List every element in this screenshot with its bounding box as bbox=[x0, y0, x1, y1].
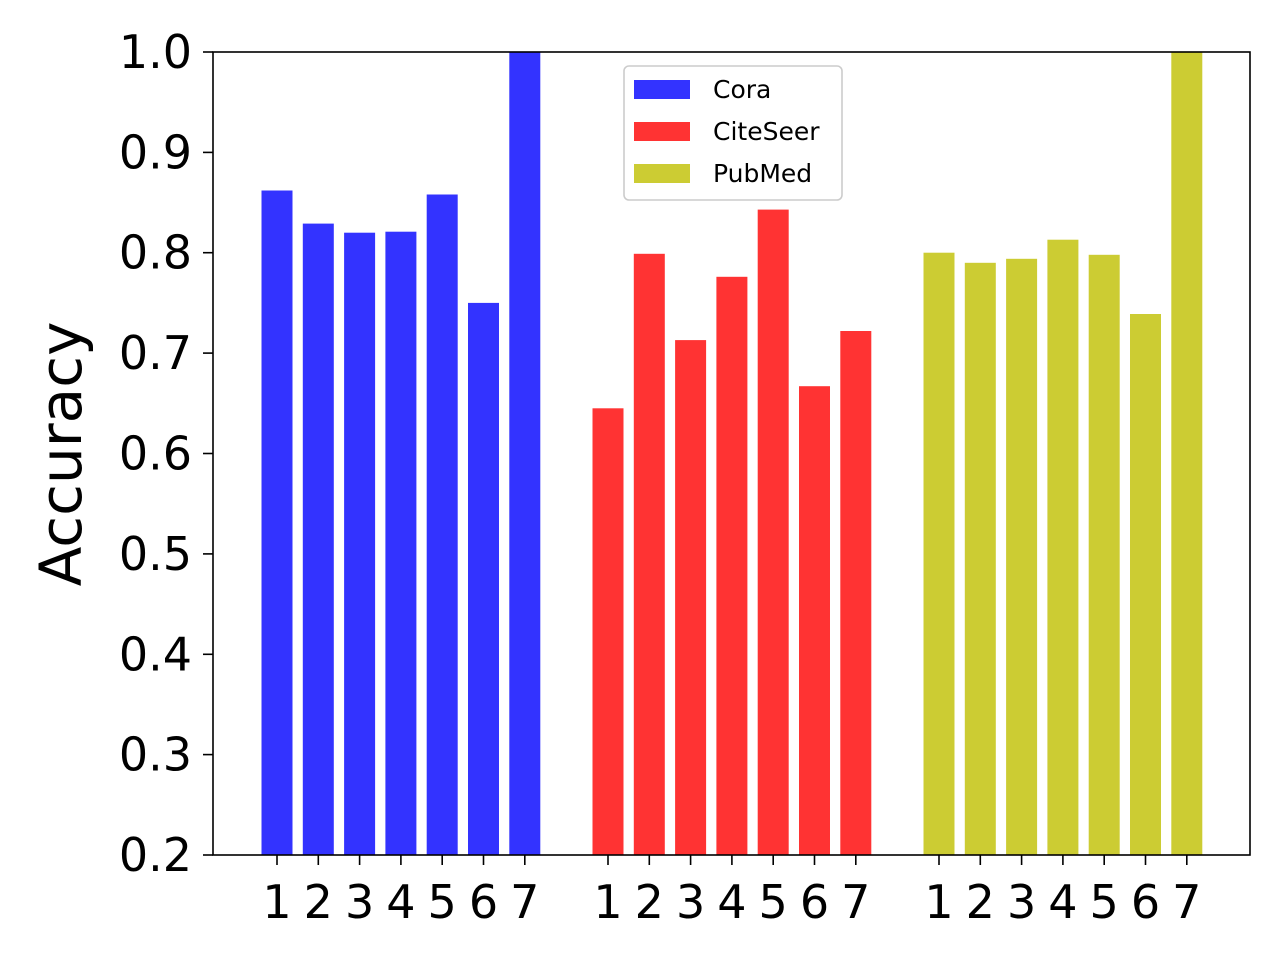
bar-citeseer-3 bbox=[675, 340, 707, 856]
bar-cora-1 bbox=[261, 190, 293, 855]
legend-label-cora: Cora bbox=[713, 75, 771, 104]
bar-cora-7 bbox=[509, 52, 541, 855]
x-tick-label: 6 bbox=[469, 875, 498, 929]
legend-swatch-citeseer bbox=[634, 122, 690, 141]
bar-cora-2 bbox=[302, 223, 334, 856]
x-tick-label: 1 bbox=[262, 875, 291, 929]
bar-pubmed-5 bbox=[1088, 254, 1120, 856]
bar-pubmed-3 bbox=[1006, 258, 1038, 855]
x-tick-label: 2 bbox=[635, 875, 664, 929]
bar-citeseer-7 bbox=[840, 331, 872, 855]
legend-label-pubmed: PubMed bbox=[713, 159, 812, 188]
y-tick-label: 0.3 bbox=[119, 728, 192, 782]
bar-pubmed-4 bbox=[1047, 239, 1079, 855]
y-tick-label: 1.0 bbox=[119, 25, 192, 79]
x-tick-label: 4 bbox=[386, 875, 415, 929]
y-tick-label: 0.6 bbox=[119, 427, 192, 481]
x-tick-label: 7 bbox=[1172, 875, 1201, 929]
x-tick-label: 4 bbox=[1048, 875, 1077, 929]
x-tick-label: 1 bbox=[924, 875, 953, 929]
legend-label-citeseer: CiteSeer bbox=[713, 117, 820, 146]
y-tick-label: 0.4 bbox=[119, 627, 192, 681]
x-tick-label: 7 bbox=[510, 875, 539, 929]
x-tick-label: 3 bbox=[1007, 875, 1036, 929]
y-tick-label: 0.8 bbox=[119, 226, 192, 280]
x-tick-label: 1 bbox=[593, 875, 622, 929]
x-tick-label: 5 bbox=[759, 875, 788, 929]
bar-pubmed-2 bbox=[964, 262, 996, 855]
bars-layer bbox=[261, 52, 1203, 856]
x-tick-label: 3 bbox=[676, 875, 705, 929]
bar-cora-3 bbox=[344, 232, 376, 855]
x-tick-label: 4 bbox=[717, 875, 746, 929]
bar-citeseer-1 bbox=[592, 408, 624, 855]
x-tick-label: 7 bbox=[841, 875, 870, 929]
x-tick-label: 6 bbox=[800, 875, 829, 929]
y-tick-label: 0.9 bbox=[119, 125, 192, 179]
bar-cora-4 bbox=[385, 231, 417, 855]
bar-citeseer-6 bbox=[799, 386, 830, 855]
x-tick-label: 5 bbox=[428, 875, 457, 929]
bar-cora-6 bbox=[468, 302, 499, 855]
bar-pubmed-6 bbox=[1130, 314, 1161, 855]
bar-citeseer-5 bbox=[757, 209, 789, 856]
legend: Cora CiteSeer PubMed bbox=[623, 65, 843, 201]
y-tick-label: 0.2 bbox=[119, 828, 192, 882]
x-tick-label: 2 bbox=[966, 875, 995, 929]
bar-cora-5 bbox=[426, 194, 458, 855]
x-tick-label: 6 bbox=[1131, 875, 1160, 929]
x-tick-label: 5 bbox=[1090, 875, 1119, 929]
x-tick-label: 3 bbox=[345, 875, 374, 929]
y-axis-title: Accuracy bbox=[27, 322, 95, 587]
y-tick-label: 0.5 bbox=[119, 527, 192, 581]
x-tick-label: 2 bbox=[304, 875, 333, 929]
legend-swatch-cora bbox=[634, 80, 690, 99]
bar-pubmed-7 bbox=[1171, 52, 1203, 855]
bar-citeseer-2 bbox=[633, 253, 665, 856]
bar-pubmed-1 bbox=[923, 252, 955, 855]
y-axis: 0.2 0.3 0.4 0.5 0.6 0.7 0.8 0.9 1.0 bbox=[119, 25, 213, 882]
bar-citeseer-4 bbox=[716, 276, 748, 855]
legend-swatch-pubmed bbox=[634, 164, 690, 183]
y-tick-label: 0.7 bbox=[119, 326, 192, 380]
